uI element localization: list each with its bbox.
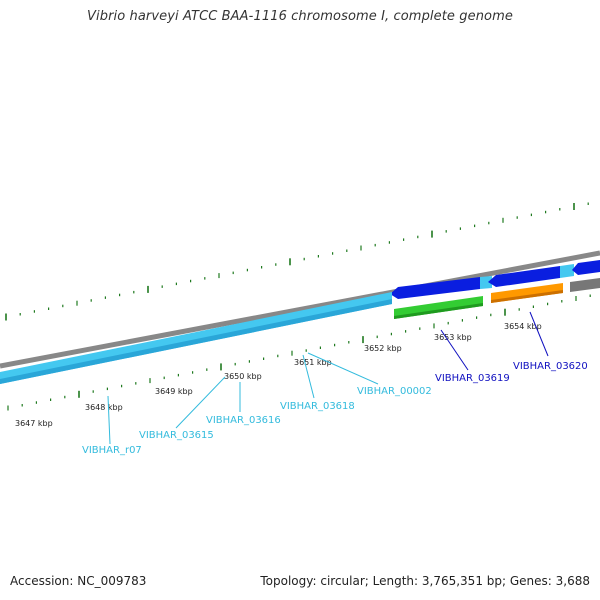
gene-label-vibhar-03620[interactable]: VIBHAR_03620 <box>513 361 588 372</box>
tick-label: 3651 kbp <box>294 358 332 367</box>
gene-label-vibhar-03616[interactable]: VIBHAR_03616 <box>206 415 281 426</box>
gene-track-light-blue-shade <box>0 299 392 384</box>
gene-label-vibhar-03615[interactable]: VIBHAR_03615 <box>139 430 214 441</box>
gene-arrow-vibhar-03620[interactable] <box>488 266 560 287</box>
tick-label: 3647 kbp <box>15 419 53 428</box>
gene-label-vibhar-03619[interactable]: VIBHAR_03619 <box>435 373 510 384</box>
tick-label: 3653 kbp <box>434 333 472 342</box>
topology-text: Topology: circular; Length: 3,765,351 bp… <box>260 574 590 588</box>
gene-arrow-light-connector <box>480 276 492 289</box>
gene-gray[interactable] <box>570 278 600 292</box>
outer-tick-ring <box>5 202 589 321</box>
gene-label-vibhar-03618[interactable]: VIBHAR_03618 <box>280 401 355 412</box>
tick-label: 3650 kbp <box>224 372 262 381</box>
tick-label: 3652 kbp <box>364 344 402 353</box>
tick-label: 3654 kbp <box>504 322 542 331</box>
gene-arrow-vibhar-03619[interactable] <box>390 277 480 299</box>
gene-green-shade <box>394 303 483 319</box>
accession-text: Accession: NC_009783 <box>10 574 147 588</box>
gene-arrow-next[interactable] <box>572 260 600 275</box>
gene-arrow-light-connector-2 <box>560 264 574 278</box>
gene-orange-shade <box>491 290 563 303</box>
map-title: Vibrio harveyi ATCC BAA-1116 chromosome … <box>87 9 513 24</box>
tick-label: 3649 kbp <box>155 387 193 396</box>
leader-lines <box>107 352 379 445</box>
tick-label: 3648 kbp <box>85 403 123 412</box>
gene-label-vibhar-r07[interactable]: VIBHAR_r07 <box>82 445 142 456</box>
leader-lines-dark <box>440 311 549 371</box>
gene-label-vibhar-00002[interactable]: VIBHAR_00002 <box>357 386 432 397</box>
chromosome-backbone <box>0 250 600 369</box>
inner-tick-ring <box>7 294 591 411</box>
